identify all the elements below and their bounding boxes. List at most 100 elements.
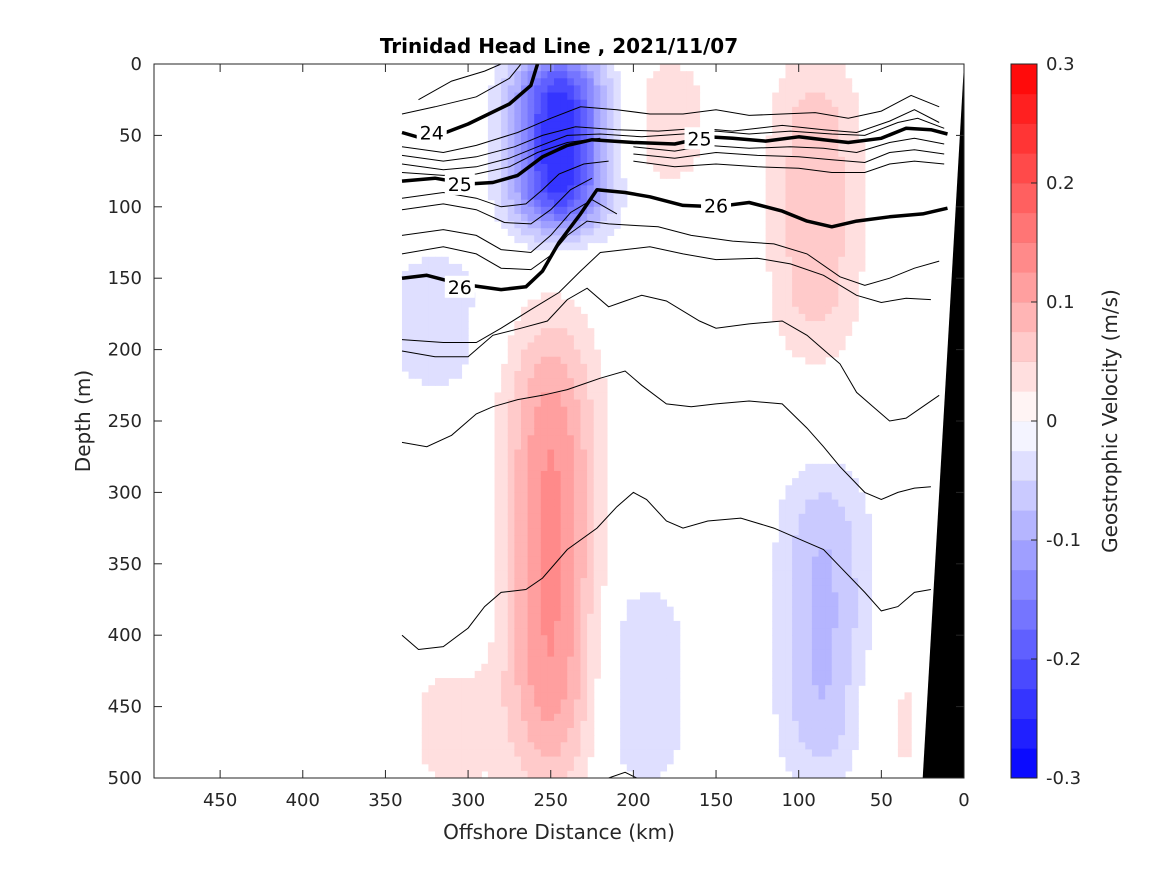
velocity-cell	[805, 113, 813, 122]
velocity-cell	[613, 199, 621, 208]
velocity-cell	[778, 306, 787, 315]
velocity-cell	[778, 592, 787, 601]
velocity-cell	[580, 85, 588, 94]
velocity-cell	[600, 171, 608, 179]
velocity-cell	[527, 363, 535, 372]
velocity-cell	[534, 470, 542, 479]
velocity-cell	[772, 242, 780, 251]
velocity-cell	[600, 128, 608, 136]
velocity-cell	[593, 413, 601, 422]
velocity-cell	[818, 692, 826, 701]
velocity-cell	[825, 699, 833, 708]
velocity-cell	[573, 685, 582, 693]
velocity-cell	[534, 449, 542, 458]
velocity-cell	[666, 121, 674, 129]
velocity-cell	[659, 663, 668, 672]
velocity-cell	[805, 535, 813, 543]
velocity-cell	[421, 299, 430, 308]
velocity-cell	[805, 321, 813, 329]
velocity-cell	[818, 235, 826, 244]
velocity-cell	[487, 92, 496, 101]
velocity-cell	[580, 485, 588, 493]
velocity-cell	[851, 685, 859, 693]
velocity-cell	[567, 692, 575, 701]
velocity-cell	[858, 670, 866, 679]
velocity-cell	[673, 156, 681, 165]
velocity-cell	[818, 585, 826, 593]
velocity-cell	[626, 620, 634, 629]
velocity-cell	[772, 599, 780, 608]
velocity-cell	[772, 263, 780, 272]
velocity-cell	[507, 228, 515, 236]
velocity-cell	[554, 335, 562, 344]
velocity-cell	[547, 492, 555, 501]
velocity-cell	[580, 720, 588, 729]
velocity-cell	[772, 670, 780, 679]
velocity-cell	[785, 706, 793, 715]
velocity-cell	[831, 613, 839, 622]
velocity-cell	[825, 92, 833, 101]
velocity-cell	[897, 706, 906, 715]
velocity-cell	[534, 699, 542, 708]
velocity-cell	[805, 342, 813, 351]
velocity-cell	[792, 513, 800, 522]
velocity-cell	[640, 628, 648, 636]
velocity-cell	[593, 64, 601, 72]
velocity-cell	[587, 528, 595, 536]
velocity-cell	[507, 685, 515, 693]
velocity-cell	[825, 735, 833, 743]
velocity-cell	[673, 642, 681, 651]
velocity-cell	[501, 99, 509, 108]
velocity-cell	[547, 763, 555, 772]
velocity-cell	[778, 670, 787, 679]
velocity-cell	[507, 342, 515, 351]
velocity-cell	[527, 656, 535, 665]
velocity-cell	[573, 613, 582, 622]
velocity-cell	[494, 199, 502, 208]
velocity-cell	[560, 392, 568, 401]
velocity-cell	[534, 706, 542, 715]
velocity-cell	[560, 349, 568, 358]
velocity-cell	[501, 392, 509, 401]
velocity-cell	[765, 242, 773, 251]
velocity-cell	[805, 663, 813, 672]
velocity-cell	[686, 106, 694, 115]
velocity-cell	[573, 770, 582, 778]
velocity-cell	[514, 642, 522, 651]
velocity-cell	[520, 606, 529, 615]
velocity-cell	[811, 556, 820, 565]
velocity-cell	[772, 192, 780, 201]
velocity-cell	[838, 185, 846, 194]
velocity-cell	[798, 228, 806, 236]
velocity-cell	[494, 64, 502, 72]
velocity-cell	[818, 199, 826, 208]
velocity-cell	[567, 235, 575, 244]
velocity-cell	[540, 635, 549, 643]
velocity-cell	[818, 663, 826, 672]
velocity-cell	[540, 428, 549, 436]
velocity-cell	[686, 149, 694, 158]
velocity-cell	[825, 285, 833, 294]
velocity-cell	[792, 285, 800, 294]
velocity-cell	[560, 128, 568, 136]
velocity-cell	[692, 99, 701, 108]
velocity-cell	[520, 178, 529, 186]
velocity-cell	[580, 542, 588, 551]
y-axis-label: Depth (m)	[71, 370, 95, 472]
velocity-cell	[514, 213, 522, 222]
velocity-cell	[494, 649, 502, 658]
velocity-cell	[686, 113, 694, 122]
velocity-cell	[514, 578, 522, 586]
velocity-cell	[454, 321, 463, 329]
velocity-cell	[673, 649, 681, 658]
velocity-cell	[540, 656, 549, 665]
velocity-cell	[441, 328, 449, 336]
velocity-cell	[481, 692, 489, 701]
velocity-cell	[640, 670, 648, 679]
velocity-cell	[520, 528, 529, 536]
velocity-cell	[461, 328, 469, 336]
velocity-cell	[653, 613, 661, 622]
velocity-cell	[606, 113, 615, 122]
velocity-cell	[818, 463, 826, 472]
velocity-cell	[811, 763, 820, 772]
